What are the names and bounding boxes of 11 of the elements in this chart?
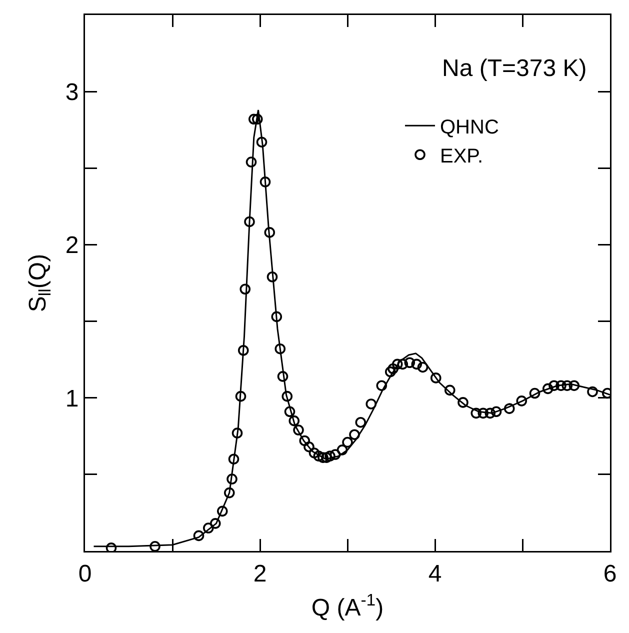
x-tick-label: 4: [428, 560, 442, 588]
y-tick-label: 2: [65, 232, 79, 260]
legend-label: EXP.: [440, 145, 483, 168]
x-tick-label: 0: [78, 560, 92, 588]
x-axis-title: Q (A$^{-1}$): [311, 590, 384, 622]
y-tick-label: 3: [65, 78, 79, 106]
legend-label: QHNC: [440, 116, 499, 138]
x-tick-label: 6: [603, 560, 617, 588]
y-tick-label: 1: [65, 385, 79, 412]
x-tick-label: 2: [253, 560, 267, 588]
annotation: Na (T=373 K): [442, 55, 587, 82]
